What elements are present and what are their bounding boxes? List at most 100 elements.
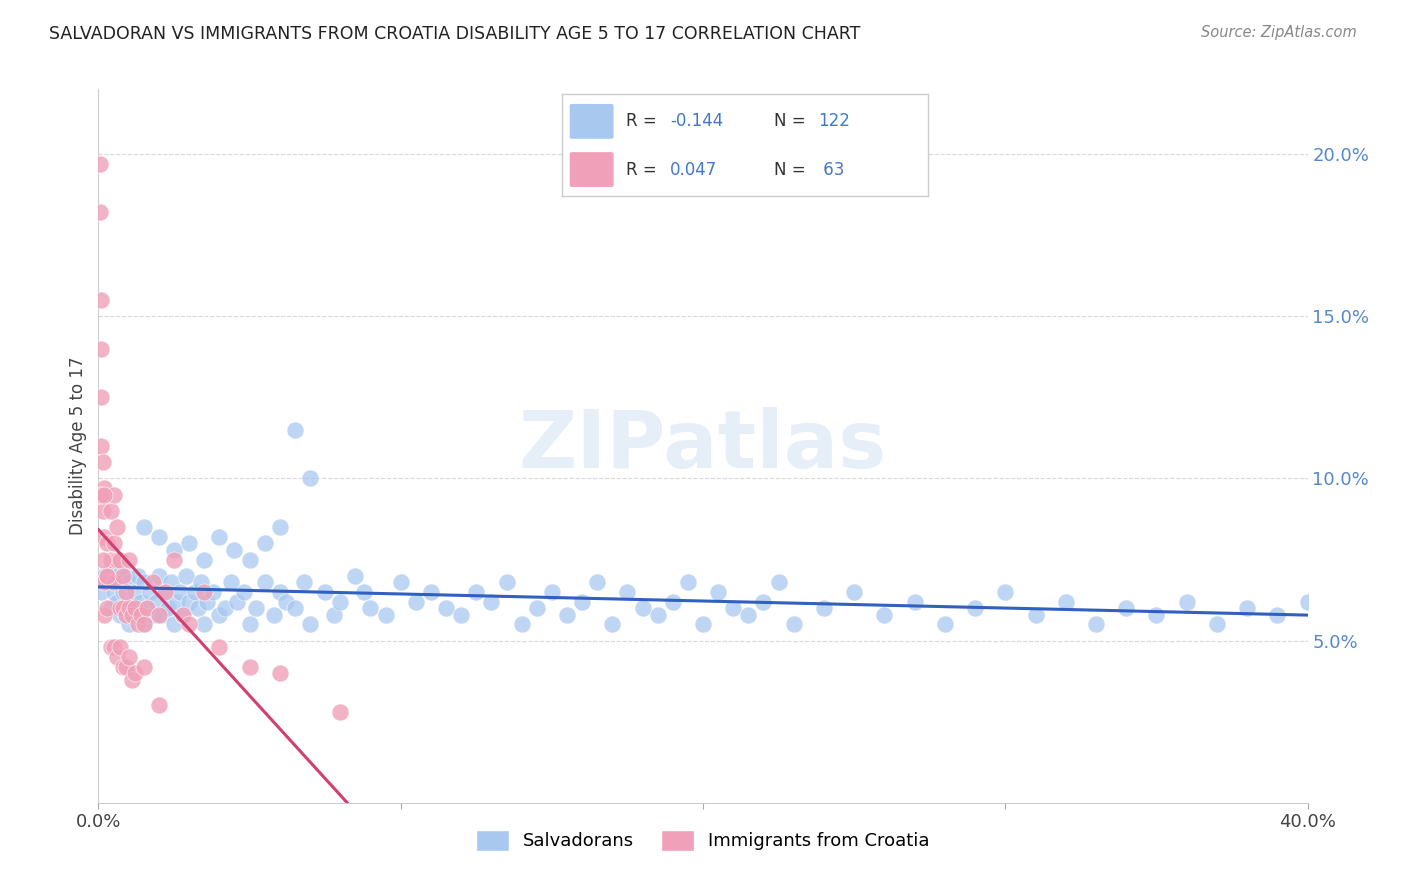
Point [105, 552, 128, 566]
Point [135, 601, 157, 615]
Point [89, 157, 111, 171]
Text: Source: ZipAtlas.com: Source: ZipAtlas.com [1201, 25, 1357, 40]
Point [150, 607, 173, 622]
Point [284, 601, 307, 615]
Point [103, 536, 125, 550]
Point [142, 575, 165, 590]
Point [434, 601, 457, 615]
Point [934, 617, 956, 632]
Point [148, 607, 170, 622]
Point [676, 575, 699, 590]
Point [647, 607, 669, 622]
Point [232, 585, 254, 599]
Point [239, 659, 262, 673]
Point [571, 595, 593, 609]
Point [540, 585, 562, 599]
Point [1206, 617, 1229, 632]
Point [96, 568, 118, 582]
Point [127, 568, 149, 582]
Point [226, 595, 249, 609]
Point [269, 666, 291, 681]
Point [90, 439, 112, 453]
Point [105, 649, 128, 664]
Point [91, 455, 114, 469]
Point [118, 617, 141, 632]
Point [132, 575, 155, 590]
Point [90, 390, 112, 404]
Point [111, 601, 134, 615]
Point [389, 575, 412, 590]
Point [1024, 607, 1046, 622]
Point [124, 585, 146, 599]
Point [616, 585, 638, 599]
Point [100, 562, 122, 576]
Point [127, 617, 149, 632]
Point [813, 601, 835, 615]
Point [1085, 617, 1108, 632]
Point [121, 607, 143, 622]
Point [723, 601, 745, 615]
Point [314, 585, 336, 599]
Point [179, 536, 201, 550]
Point [108, 601, 131, 615]
Point [768, 575, 790, 590]
Point [586, 575, 609, 590]
Point [263, 607, 285, 622]
Point [108, 552, 131, 566]
Point [127, 607, 149, 622]
Point [90, 293, 112, 307]
Point [193, 552, 215, 566]
Point [360, 601, 382, 615]
Point [93, 530, 115, 544]
Text: N =: N = [775, 161, 811, 178]
Point [114, 659, 136, 673]
Point [100, 640, 122, 654]
Text: N =: N = [775, 112, 811, 130]
Point [172, 607, 194, 622]
Point [148, 568, 170, 582]
Point [1267, 607, 1289, 622]
Point [195, 595, 218, 609]
Point [752, 595, 775, 609]
Text: -0.144: -0.144 [671, 112, 724, 130]
Point [111, 601, 134, 615]
Point [111, 585, 134, 599]
Point [555, 607, 578, 622]
Point [323, 607, 346, 622]
Point [631, 601, 654, 615]
Point [96, 568, 118, 582]
Point [93, 481, 115, 495]
Point [153, 585, 176, 599]
Point [156, 601, 179, 615]
Point [93, 575, 115, 590]
Point [114, 568, 136, 582]
Point [1144, 607, 1167, 622]
Point [103, 488, 125, 502]
Point [253, 536, 276, 550]
Point [239, 552, 262, 566]
Point [93, 568, 115, 582]
Point [91, 504, 114, 518]
Point [163, 552, 186, 566]
Point [114, 607, 136, 622]
Text: R =: R = [626, 112, 662, 130]
Point [405, 595, 427, 609]
Point [118, 552, 141, 566]
Point [202, 585, 225, 599]
Point [187, 601, 209, 615]
Point [245, 601, 267, 615]
Point [124, 666, 146, 681]
Point [132, 520, 155, 534]
Point [90, 488, 112, 502]
Point [118, 649, 141, 664]
Point [174, 568, 197, 582]
Point [91, 552, 114, 566]
Point [108, 562, 131, 576]
Point [93, 607, 115, 622]
Text: SALVADORAN VS IMMIGRANTS FROM CROATIA DISABILITY AGE 5 TO 17 CORRELATION CHART: SALVADORAN VS IMMIGRANTS FROM CROATIA DI… [49, 25, 860, 43]
Point [284, 423, 307, 437]
Point [172, 607, 194, 622]
Point [132, 659, 155, 673]
Point [166, 595, 188, 609]
Point [105, 520, 128, 534]
